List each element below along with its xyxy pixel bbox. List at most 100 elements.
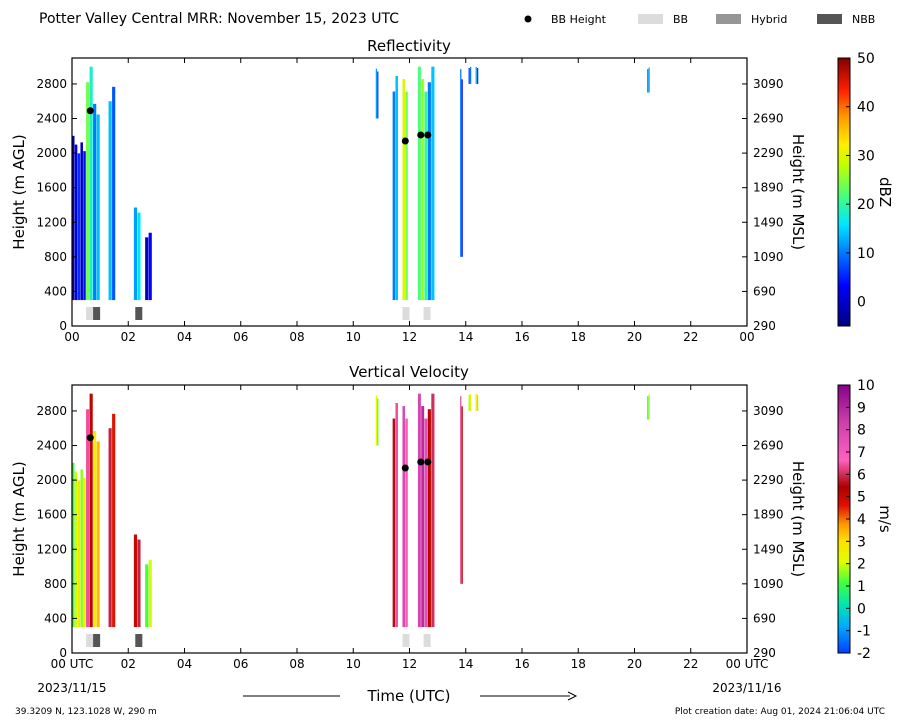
x-tick-label: 06: [233, 330, 248, 344]
bb-height-point-3: [424, 131, 432, 139]
bb-type-box-bb-4: [423, 307, 431, 320]
x-tick-label: 04: [177, 330, 192, 344]
y-right-tick-label: 3090: [753, 404, 784, 418]
echo-column-2-strip-1: [96, 441, 100, 628]
y-right-tick-label: 1090: [753, 577, 784, 591]
legend-bb-height-label: BB Height: [551, 13, 607, 26]
echo-column-10-strip-0: [427, 409, 431, 628]
echo-column-3-strip-1: [112, 86, 116, 301]
x-tick-label: 16: [514, 330, 529, 344]
x-tick-label: 18: [571, 330, 586, 344]
echo-column-13-strip-0: [475, 67, 477, 84]
echo-column-9-strip-2: [424, 418, 428, 628]
y-right-tick-label: 1890: [753, 181, 784, 195]
echo-column-0-strip-0: [72, 135, 75, 301]
colorbar-tick-label: 7: [857, 445, 866, 461]
echo-column-13-strip-1: [477, 395, 479, 411]
echo-column-0-strip-2: [77, 480, 81, 628]
bb-height-point-1: [401, 137, 409, 145]
colorbar-tick-label: 6: [857, 467, 866, 483]
end-date: 2023/11/16: [712, 681, 781, 695]
echo-column-0-strip-0: [72, 462, 75, 628]
x-tick-label: 02: [121, 657, 136, 671]
x-tick-label: 18: [571, 657, 586, 671]
colorbar-tick-label: 30: [857, 148, 875, 164]
colorbar-tick-label: 50: [857, 51, 875, 67]
echo-column-0-strip-3: [80, 469, 83, 628]
y-tick-label: 800: [44, 250, 67, 264]
reflectivity-plot-area: 00 02 04 06 08 10 12 14 16 18 20 22 0004008001200160…: [36, 57, 784, 344]
echo-column-6-strip-1: [377, 71, 379, 119]
legend-nbb-label: NBB: [852, 13, 875, 26]
x-tick-label: 00 UTC: [51, 657, 94, 671]
velocity-title: Vertical Velocity: [349, 363, 469, 381]
colorbar-tick-label: 10: [857, 246, 875, 262]
echo-column-8-strip-1: [405, 418, 408, 628]
echo-column-5-strip-1: [148, 232, 152, 301]
echo-column-10-strip-1: [431, 66, 435, 301]
colorbar-tick-label: 0: [857, 295, 866, 311]
echo-column-0-strip-2: [77, 153, 81, 301]
echo-column-2-strip-1: [96, 114, 100, 301]
echo-column-1-strip-1: [89, 66, 93, 301]
echo-column-12-strip-0: [468, 395, 470, 411]
bb-type-box-bb-3: [402, 634, 410, 647]
x-tick-label: 00: [739, 330, 754, 344]
x-tick-label: 00: [64, 330, 79, 344]
colorbar-tick-label: 10: [857, 378, 875, 394]
echo-column-3-strip-0: [108, 101, 112, 301]
velocity-colorbar-ticks: -2 -1 0 1 2 3 4 5 6 7 8 9 10: [846, 378, 875, 662]
echo-column-7-strip-0: [392, 91, 396, 301]
y-right-tick-label: 3090: [753, 77, 784, 91]
echo-column-7-strip-1: [395, 75, 398, 301]
colorbar-tick-label: 5: [857, 490, 866, 506]
dbz-colorbar-label: dBZ: [876, 177, 894, 207]
echo-column-6-strip-0: [375, 395, 378, 446]
echo-column-11-strip-0: [460, 396, 462, 584]
x-tick-label: 16: [514, 657, 529, 671]
bb-type-box-bb-3: [402, 307, 410, 320]
x-tick-label: 14: [458, 657, 473, 671]
echo-column-3-strip-1: [112, 413, 116, 628]
legend-nbb-swatch: [817, 14, 842, 24]
figure-title: Potter Valley Central MRR: November 15, …: [39, 11, 399, 27]
echo-column-13-strip-0: [475, 394, 477, 411]
echo-column-1-strip-1: [89, 393, 93, 628]
echo-column-5-strip-0: [145, 564, 149, 628]
legend: BB Height BB Hybrid NBB: [524, 13, 875, 26]
echo-column-4-strip-1: [137, 539, 141, 628]
dbz-colorbar: [837, 57, 851, 327]
x-tick-label: 10: [346, 330, 361, 344]
y-right-tick-label: 690: [753, 284, 776, 298]
y-tick-label: 400: [44, 284, 67, 298]
colorbar-tick-label: -2: [857, 646, 871, 662]
colorbar-tick-label: 2: [857, 557, 866, 573]
y-tick-label: 0: [59, 319, 67, 333]
legend-hybrid-swatch: [716, 14, 741, 24]
legend-bb-swatch: [638, 14, 663, 24]
dbz-colorbar-ticks: 0 10 20 30 40 50: [846, 51, 875, 311]
bb-type-box-bb-0: [86, 307, 94, 320]
velocity-panel: Vertical Velocity Height (m AGL) Height …: [10, 363, 894, 671]
echo-column-5-strip-1: [148, 559, 152, 628]
reflectivity-ylabel-right: Height (m MSL): [789, 134, 807, 250]
xlabel-arrow-head-icon: [567, 691, 578, 701]
x-tick-label: 14: [458, 330, 473, 344]
bb-height-point-2: [417, 131, 425, 139]
y-right-tick-label: 2290: [753, 146, 784, 160]
echo-column-13-strip-1: [477, 68, 479, 84]
bb-height-point-1: [401, 464, 409, 472]
echo-column-14-strip-0: [647, 396, 649, 420]
echo-column-9-strip-0: [417, 393, 421, 628]
colorbar-tick-label: 0: [857, 601, 866, 617]
velocity-ylabel-right: Height (m MSL): [789, 461, 807, 577]
y-tick-label: 1600: [36, 508, 67, 522]
y-tick-label: 1600: [36, 181, 67, 195]
bb-height-point-2: [417, 458, 425, 466]
y-tick-label: 2800: [36, 404, 67, 418]
y-tick-label: 2000: [36, 146, 67, 160]
bb-type-box-nbb-2: [135, 307, 143, 320]
y-right-tick-label: 1890: [753, 508, 784, 522]
plot-frame: [71, 57, 748, 327]
